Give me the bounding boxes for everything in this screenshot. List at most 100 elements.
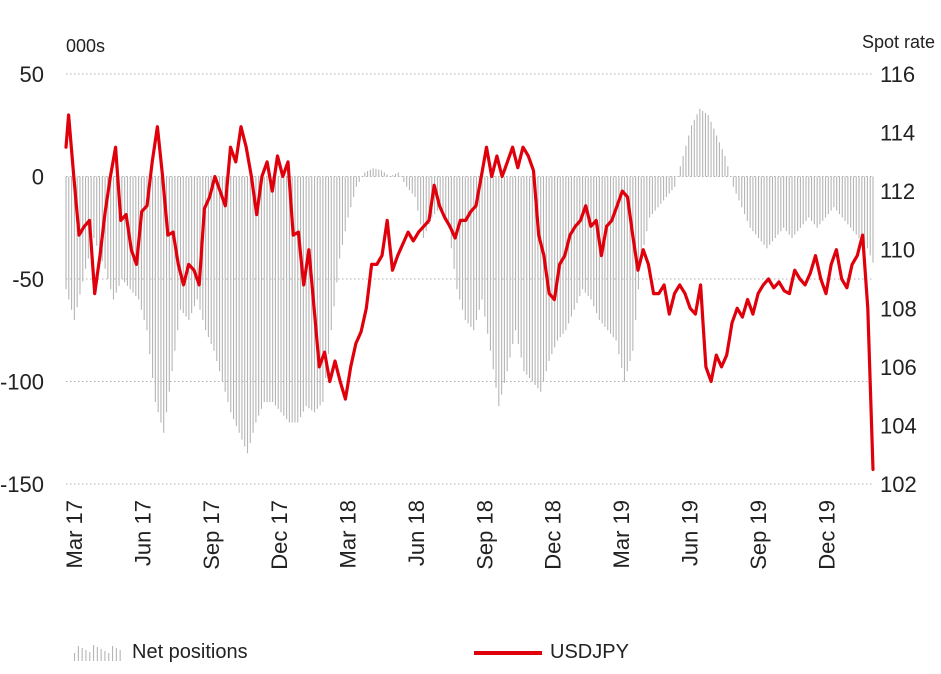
- net-position-bar: [210, 176, 212, 344]
- net-position-bar: [562, 176, 564, 334]
- net-position-bar: [489, 176, 491, 351]
- net-position-bar: [263, 176, 265, 402]
- net-position-bar: [495, 176, 497, 388]
- net-position-bar: [484, 176, 486, 317]
- net-position-bar: [439, 176, 441, 208]
- net-position-bar: [347, 176, 349, 218]
- net-position-bar: [509, 176, 511, 358]
- legend-bar: [115, 647, 117, 661]
- net-position-bar: [654, 176, 656, 211]
- legend-bar: [112, 645, 114, 661]
- legend-bar: [81, 647, 83, 661]
- net-position-bar: [526, 176, 528, 375]
- net-position-bar: [674, 176, 676, 187]
- left-tick-label: -50: [12, 267, 44, 292]
- legend-bar: [85, 649, 87, 661]
- net-position-bar: [269, 176, 271, 402]
- net-position-bar: [640, 176, 642, 259]
- net-position-bar: [744, 176, 746, 215]
- net-position-bar: [769, 176, 771, 245]
- net-position-bar: [132, 176, 134, 293]
- net-position-bar: [422, 176, 424, 238]
- net-position-bar: [699, 108, 701, 177]
- net-position-bar: [327, 176, 330, 355]
- bar-legend-icon: [74, 644, 121, 661]
- net-position-bar: [841, 176, 843, 218]
- net-position-bar: [808, 176, 810, 218]
- net-position-bar: [858, 176, 860, 238]
- net-position-bar: [179, 176, 182, 310]
- net-position-bar: [182, 176, 184, 314]
- net-position-bar: [450, 176, 452, 249]
- net-position-bar: [185, 176, 187, 317]
- legend-bar: [119, 649, 121, 661]
- net-position-bar: [741, 176, 743, 208]
- net-position-bar: [459, 176, 461, 300]
- net-position-bar: [434, 176, 436, 215]
- net-position-bar: [827, 176, 829, 215]
- net-position-bar: [288, 176, 290, 423]
- net-position-bar: [866, 176, 868, 249]
- net-position-bar: [528, 176, 531, 379]
- net-position-bar: [735, 176, 737, 194]
- net-position-bar: [294, 176, 296, 423]
- net-position-bar: [378, 169, 380, 177]
- net-position-bar: [503, 176, 505, 383]
- net-position-bar: [570, 176, 572, 317]
- net-position-bar: [417, 176, 419, 211]
- right-tick-label: 112: [880, 179, 915, 204]
- net-position-bar: [688, 135, 690, 177]
- net-position-bar: [400, 176, 402, 178]
- net-position-bar: [101, 176, 103, 262]
- net-position-bar: [241, 176, 243, 440]
- net-position-bar: [355, 176, 357, 187]
- net-position-bar: [791, 176, 793, 238]
- net-position-bar: [135, 176, 137, 297]
- net-position-bar: [221, 176, 223, 382]
- net-position-bar: [224, 176, 226, 392]
- right-tick-label: 102: [880, 472, 917, 497]
- net-position-bar: [344, 176, 346, 232]
- net-position-bar: [568, 176, 570, 324]
- x-tick-label: Dec 17: [267, 500, 292, 570]
- left-axis-ticks: 50 0 -50 -100 -150: [0, 62, 44, 497]
- net-position-bar: [755, 176, 757, 235]
- net-position-bar: [850, 176, 852, 228]
- legend-bar: [93, 644, 95, 661]
- x-tick-label: Sep 17: [199, 500, 224, 570]
- net-position-bar: [188, 176, 190, 320]
- net-position-bar: [152, 176, 154, 379]
- legend-bar: [104, 650, 106, 661]
- net-position-bar: [523, 176, 525, 372]
- net-position-bar: [90, 176, 92, 249]
- net-position-bar: [380, 170, 383, 177]
- net-position-bar: [730, 176, 732, 177]
- net-position-bar: [690, 125, 693, 177]
- net-position-bar: [302, 176, 304, 412]
- net-position-bar: [470, 176, 472, 327]
- net-position-bar: [651, 176, 653, 215]
- net-position-bar: [632, 176, 634, 351]
- net-position-bar: [207, 176, 209, 338]
- net-position-bar: [757, 176, 760, 238]
- net-position-bar: [467, 176, 469, 324]
- net-position-bar: [286, 176, 288, 420]
- net-position-bar: [464, 176, 466, 320]
- net-position-bar: [473, 176, 475, 331]
- right-tick-label: 106: [880, 355, 917, 380]
- net-position-bar: [716, 135, 718, 177]
- right-axis-ticks: 116 114 112 110 108 106 104 102: [880, 62, 917, 497]
- net-position-bar: [721, 149, 723, 177]
- net-position-bar: [168, 176, 170, 392]
- net-position-bar: [615, 176, 617, 341]
- net-position-bar: [676, 176, 679, 177]
- net-position-bar: [612, 176, 614, 338]
- net-position-bar: [802, 176, 804, 225]
- net-position-bar: [146, 176, 148, 331]
- right-tick-label: 116: [880, 62, 915, 87]
- net-position-bar: [280, 176, 282, 413]
- net-position-bar: [852, 176, 855, 232]
- net-position-bar: [87, 176, 89, 259]
- net-position-bar: [230, 176, 232, 413]
- legend-net-positions: Net positions: [72, 641, 248, 664]
